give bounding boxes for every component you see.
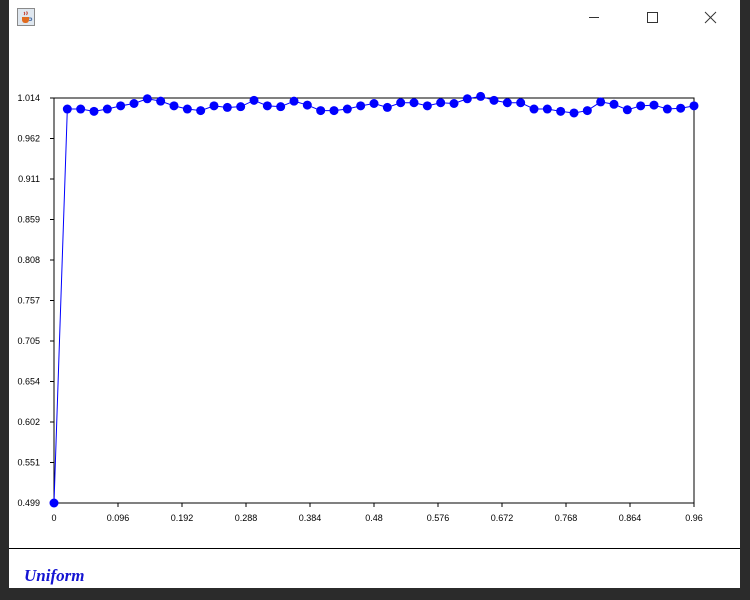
data-point [556, 106, 566, 116]
data-point [182, 104, 192, 114]
minimize-icon [589, 17, 599, 18]
data-point [209, 101, 219, 111]
data-point [342, 104, 352, 114]
data-point [502, 98, 512, 108]
data-point [689, 101, 699, 111]
data-point [249, 95, 259, 105]
x-tick-label: 0.768 [555, 513, 578, 523]
chart-panel: 0 0.096 0.192 0.288 0.384 0.48 0.576 0.672 0.768… [9, 36, 740, 548]
data-point [676, 103, 686, 113]
data-point [89, 106, 99, 116]
data-point [302, 100, 312, 110]
close-icon [704, 11, 717, 24]
data-point [436, 98, 446, 108]
data-point [356, 101, 366, 111]
data-point [102, 104, 112, 114]
y-tick-label: 0.602 [17, 417, 40, 427]
x-tick-label: 0 [51, 513, 56, 523]
distribution-label: Uniform [24, 566, 85, 585]
x-tick-label: 0.576 [427, 513, 450, 523]
data-point [489, 95, 499, 105]
y-tick-label: 0.808 [17, 255, 40, 265]
data-point [449, 99, 459, 109]
app-window: 0 0.096 0.192 0.288 0.384 0.48 0.576 0.672 0.768… [9, 0, 740, 588]
data-point [462, 94, 472, 104]
series-line [53, 95, 695, 504]
y-tick-label: 0.859 [17, 215, 40, 225]
x-tick-label: 0.192 [171, 513, 194, 523]
data-point [276, 102, 286, 112]
data-point [129, 99, 139, 109]
status-divider [9, 548, 740, 549]
data-point [396, 98, 406, 108]
data-point [609, 99, 619, 109]
data-point [62, 104, 72, 114]
data-point [329, 106, 339, 116]
data-point [76, 104, 86, 114]
y-tick-label: 0.705 [17, 336, 40, 346]
data-point [369, 99, 379, 109]
x-tick-label: 0.48 [365, 513, 383, 523]
background-editor-strip [0, 0, 10, 600]
data-point [262, 101, 272, 111]
data-point [542, 104, 552, 114]
data-point [582, 106, 592, 116]
x-tick-label: 0.096 [107, 513, 130, 523]
data-point [289, 96, 299, 106]
data-point [382, 102, 392, 112]
y-tick-label: 0.962 [17, 134, 40, 144]
x-tick-label: 0.288 [235, 513, 258, 523]
plot-frame [53, 97, 695, 504]
y-tick-label: 0.551 [17, 458, 40, 468]
data-point [569, 108, 579, 118]
data-point [142, 94, 152, 104]
data-point [662, 104, 672, 114]
data-point [316, 106, 326, 116]
data-point [116, 101, 126, 111]
background-editor-bottom [0, 588, 750, 600]
data-point [196, 106, 206, 116]
maximize-icon [647, 12, 658, 23]
y-tick-label: 0.654 [17, 377, 40, 387]
data-point [636, 101, 646, 111]
data-point [622, 105, 632, 115]
y-tick-label: 0.757 [17, 296, 40, 306]
title-bar[interactable] [9, 0, 740, 36]
data-point [236, 102, 246, 112]
java-cup-icon[interactable] [17, 8, 35, 26]
x-tick-label: 0.864 [619, 513, 642, 523]
y-tick-label: 0.911 [18, 174, 40, 184]
minimize-button[interactable] [570, 0, 616, 36]
x-tick-label: 0.384 [299, 513, 322, 523]
data-point [529, 104, 539, 114]
x-tick-label: 0.672 [491, 513, 514, 523]
data-point [156, 96, 166, 106]
line-chart: 0 0.096 0.192 0.288 0.384 0.48 0.576 0.672 0.768… [17, 91, 703, 523]
x-tick-label: 0.96 [685, 513, 703, 523]
y-tick-label: 0.499 [17, 498, 40, 508]
data-point [422, 101, 432, 111]
close-button[interactable] [688, 0, 734, 36]
data-point [169, 101, 179, 111]
maximize-button[interactable] [629, 0, 675, 36]
data-point [516, 98, 526, 108]
data-point [409, 98, 419, 108]
y-tick-label: 1.014 [17, 93, 40, 103]
data-point [222, 102, 232, 112]
data-point [476, 91, 486, 101]
data-point [49, 498, 59, 508]
data-point [649, 100, 659, 110]
data-point [596, 97, 606, 107]
